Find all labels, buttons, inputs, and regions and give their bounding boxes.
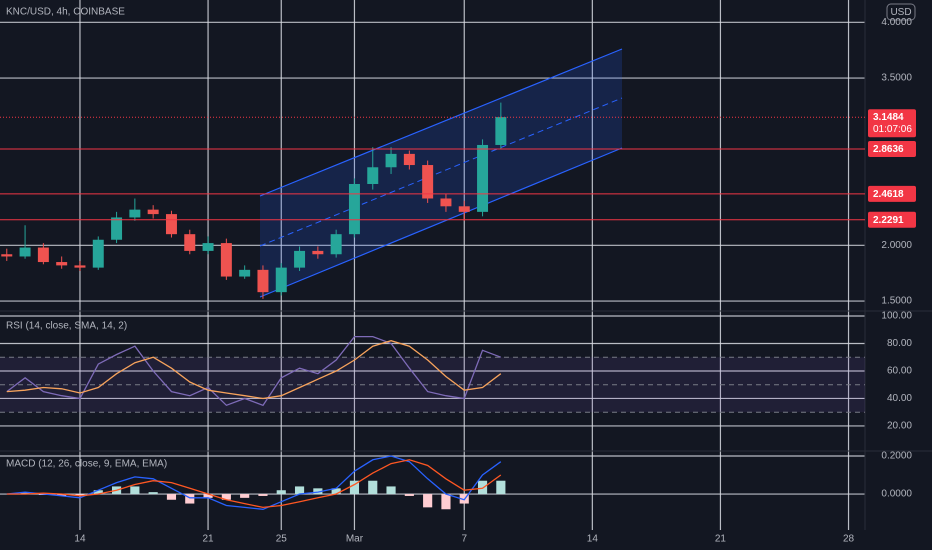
candle-body (1, 254, 13, 257)
histogram-bar (130, 486, 140, 495)
grid-layer (0, 0, 865, 530)
candle-body (330, 234, 342, 255)
symbol-title: KNC/USD, 4h, COINBASE (6, 7, 125, 18)
x-tick-label: 21 (202, 534, 214, 545)
candle-body (74, 265, 86, 268)
x-tick-label: 7 (461, 534, 467, 545)
y-tick-label: 3.5000 (881, 73, 912, 84)
candle-body (111, 217, 123, 240)
last-price-tag (868, 109, 916, 138)
histogram-bar (185, 494, 195, 504)
level-label: 2.4618 (873, 189, 904, 200)
level-tag (868, 141, 916, 158)
x-tick-label: 14 (587, 534, 599, 545)
x-tick-label: 25 (276, 534, 288, 545)
candle-body (275, 267, 287, 293)
level-label: 2.8636 (873, 144, 904, 155)
histogram-bar (313, 488, 323, 495)
candle-body (129, 209, 141, 218)
y-tick-label: 100.00 (881, 311, 912, 322)
histogram-bar (331, 488, 341, 495)
histogram-bar (20, 492, 30, 495)
channel-fill (260, 49, 622, 297)
histogram-bar (276, 490, 286, 495)
last-price-label: 3.1484 (873, 112, 904, 123)
histogram-bar (349, 480, 360, 495)
histogram-bar (75, 494, 85, 496)
channel-middle (259, 97, 623, 247)
histogram-bar (294, 486, 305, 495)
candle-body (403, 153, 415, 166)
histogram-bar (496, 480, 506, 495)
candle-body (348, 183, 360, 235)
candle-body (220, 243, 232, 277)
histogram-bar (368, 480, 378, 495)
candle-body (56, 262, 68, 266)
y-tick-label: 80.00 (887, 338, 912, 349)
histogram-bar (203, 494, 213, 498)
candle-body (37, 247, 49, 263)
y-tick-label: 0.0000 (881, 489, 912, 500)
histogram-bar (258, 494, 268, 496)
y-tick-label: 20.00 (887, 421, 912, 432)
candle-body (495, 117, 507, 145)
histogram-bar (166, 494, 177, 500)
rsi-title: RSI (14, close, SMA, 14, 2) (6, 321, 127, 332)
y-tick-label: 4.0000 (881, 17, 912, 28)
histogram-bar (423, 494, 433, 508)
y-tick-label: 2.0000 (881, 240, 912, 251)
level-tag (868, 211, 916, 228)
candle-body (239, 269, 251, 277)
level-label: 2.2291 (873, 215, 904, 226)
currency-label[interactable]: USD (890, 7, 911, 18)
x-tick-label: 14 (74, 534, 86, 545)
candle-body (92, 239, 104, 268)
series-line (6, 340, 502, 400)
candle-body (458, 206, 470, 212)
macd-title: MACD (12, 26, close, 9, EMA, EMA) (6, 459, 167, 470)
candle-body (385, 153, 397, 168)
histogram-bar (477, 480, 488, 495)
histogram-bar (441, 494, 451, 510)
histogram-bar (57, 494, 67, 496)
histogram-bar (404, 494, 414, 496)
currency-button[interactable] (886, 3, 916, 21)
y-tick-label: 60.00 (887, 366, 912, 377)
candle-body (257, 269, 269, 293)
countdown: 01:07:06 (873, 124, 912, 135)
y-tick-label: 0.2000 (881, 451, 912, 462)
candle-body (367, 167, 379, 184)
candle-body (202, 243, 214, 251)
candle-body (184, 234, 196, 251)
histogram-bar (240, 494, 250, 498)
candle-body (312, 250, 324, 255)
candle-body (165, 214, 177, 235)
series-line (6, 459, 502, 509)
x-tick-label: 28 (843, 534, 855, 545)
candle-body (147, 209, 159, 215)
histogram-bar (386, 486, 396, 495)
x-tick-label: 21 (715, 534, 727, 545)
histogram-bar (93, 490, 103, 495)
channel-upper (259, 48, 623, 197)
y-tick-label: 1.5000 (881, 296, 912, 307)
candle-body (440, 198, 452, 207)
series-line (6, 455, 502, 510)
y-tick-label: 40.00 (887, 393, 912, 404)
candle-body (422, 165, 434, 199)
histogram-bar (148, 492, 158, 495)
candle-body (477, 144, 489, 212)
candle-body (19, 247, 31, 257)
x-tick-label: Mar (346, 534, 364, 545)
level-tag (868, 185, 916, 202)
histogram-bar (221, 494, 231, 500)
series-line (6, 335, 502, 407)
channel-lower (259, 147, 623, 298)
candle-body (294, 250, 306, 268)
